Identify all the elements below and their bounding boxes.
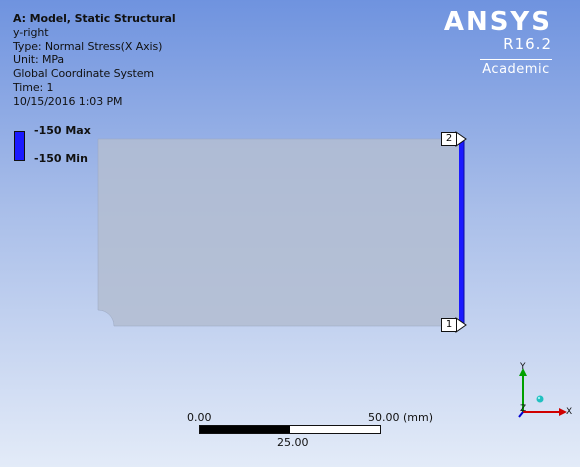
info-line-time: Time: 1 [13, 80, 54, 94]
scale-bar [199, 425, 381, 434]
triad-axes-icon [518, 368, 567, 418]
coordinate-triad[interactable]: Y Z X [505, 362, 575, 424]
analysis-title: A: Model, Static Structural [13, 12, 176, 25]
probe-label-2[interactable]: 2 [441, 132, 457, 146]
triad-label-y: Y [520, 362, 526, 372]
info-line-type: Type: Normal Stress(X Axis) [13, 39, 163, 53]
info-line-result-name: y-right [13, 25, 49, 39]
legend-max-label: -150 Max [34, 124, 91, 137]
scale-label-mid: 25.00 [277, 436, 309, 449]
plate-body[interactable] [97, 138, 463, 327]
info-line-timestamp: 10/15/2016 1:03 PM [13, 94, 123, 108]
legend-color-swatch [14, 131, 25, 161]
ansys-logo: ANSYS R16.2 Academic [432, 8, 552, 77]
logo-divider [480, 59, 552, 60]
info-line-unit: Unit: MPa [13, 53, 65, 67]
highlighted-edge[interactable] [459, 139, 464, 326]
info-line-coordinate-system: Global Coordinate System [13, 67, 155, 81]
logo-version: R16.2 [503, 35, 552, 53]
result-info-block: A: Model, Static Structural y-right Type… [13, 12, 176, 109]
logo-edition: Academic [482, 62, 550, 77]
logo-brand: ANSYS [443, 7, 552, 37]
triad-label-x: X [566, 407, 573, 417]
scale-label-end: 50.00 (mm) [368, 411, 434, 424]
scale-label-start: 0.00 [187, 411, 212, 424]
probe-label-1[interactable]: 1 [441, 318, 457, 332]
triad-label-z: Z [520, 404, 527, 414]
scale-bar-segment [200, 426, 290, 433]
legend-min-label: -150 Min [34, 152, 88, 165]
